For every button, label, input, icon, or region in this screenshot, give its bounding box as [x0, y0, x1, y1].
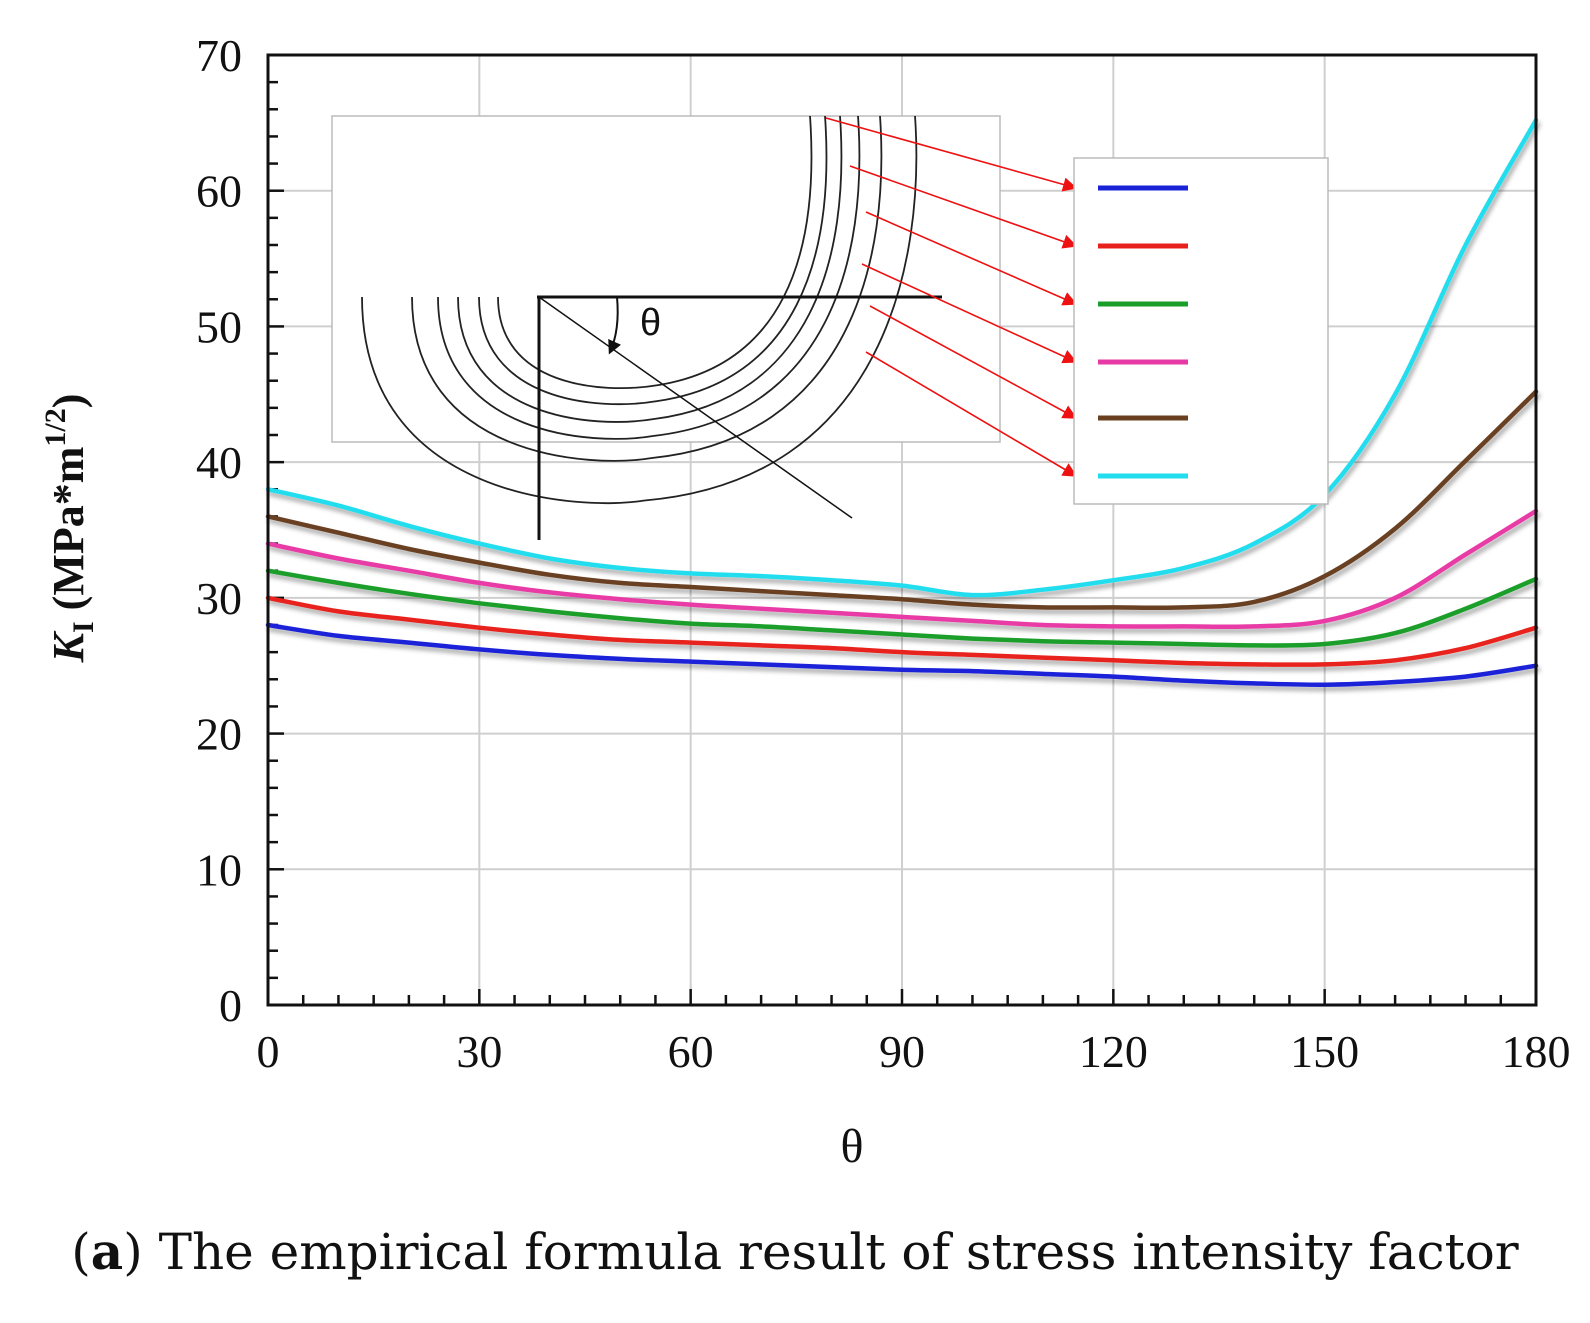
crack-front-arc: [497, 115, 813, 390]
caption-text: The empirical formula result of stress i…: [142, 1223, 1519, 1281]
y-axis-title: KI (MPa*m1/2): [39, 394, 100, 664]
pointer-arrow: [865, 211, 1078, 306]
pointer-arrow: [865, 351, 1078, 477]
figure-caption: (a) The empirical formula result of stre…: [71, 1222, 1519, 1281]
x-tick-label: 0: [257, 1026, 280, 1077]
series-line-2: [265, 595, 1539, 667]
x-tick-label: 150: [1290, 1026, 1359, 1077]
y-tick-label: 10: [196, 844, 242, 895]
series-line-3: [265, 568, 1539, 648]
crack-front-arc: [411, 115, 883, 462]
y-tick-label: 20: [196, 709, 242, 760]
legend-box: [1073, 157, 1329, 505]
theta-angle-arc: [608, 296, 622, 355]
series-line-6: [265, 117, 1539, 598]
pointer-arrow: [869, 305, 1078, 419]
pointer-arrow: [825, 117, 1078, 192]
crack-front-arc: [457, 115, 843, 423]
y-tick-label: 0: [219, 980, 242, 1031]
crack-front-arc: [478, 115, 828, 406]
chart: θ 0 30 60 90 120 150 180 0 10 20 30 40 50 60 70 θ KI …: [39, 30, 1571, 1173]
legend: [1073, 157, 1329, 505]
y-tick-label: 70: [196, 30, 242, 81]
pointer-arrow: [861, 263, 1078, 364]
pointer-arrows: [825, 117, 1078, 477]
x-tick-label: 180: [1502, 1026, 1571, 1077]
caption-label: a: [90, 1222, 124, 1281]
plot-frame: [266, 53, 1538, 1007]
legend-lines: [1098, 185, 1188, 479]
series-layer: [265, 117, 1539, 687]
x-axis-title: θ: [841, 1120, 864, 1173]
series-line-5: [265, 389, 1539, 611]
crack-front-inset: θ: [331, 115, 1078, 540]
pointer-arrow: [849, 165, 1078, 249]
x-tick-label: 60: [668, 1026, 714, 1077]
x-tick-label: 90: [879, 1026, 925, 1077]
x-tick-label: 30: [456, 1026, 502, 1077]
y-tick-label: 40: [196, 437, 242, 488]
series-line-1: [265, 622, 1539, 687]
inset-diagonal-line: [538, 296, 853, 519]
y-tick-labels: 0 10 20 30 40 50 60 70: [196, 30, 242, 1031]
x-tick-labels: 0 30 60 90 120 150 180: [257, 1026, 1571, 1077]
inset-theta-label: θ: [640, 302, 661, 344]
crack-front-arc: [361, 115, 918, 505]
crack-front-arc: [437, 115, 861, 440]
y-tick-label: 60: [196, 166, 242, 217]
crack-front-arcs: [361, 115, 918, 505]
x-tick-label: 120: [1079, 1026, 1148, 1077]
y-tick-label: 50: [196, 301, 242, 352]
inset-frame: [331, 115, 1001, 443]
y-tick-label: 30: [196, 573, 242, 624]
series-line-4: [265, 508, 1539, 630]
